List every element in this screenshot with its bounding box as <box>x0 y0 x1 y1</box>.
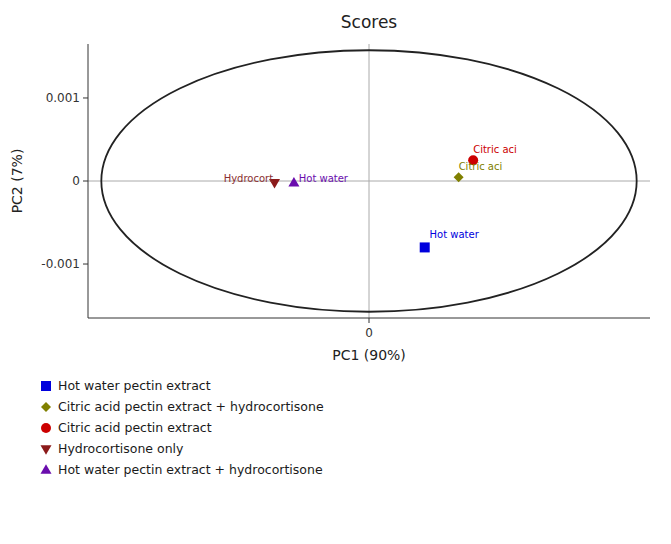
zero-line <box>369 44 370 318</box>
legend-label: Hydrocortisone only <box>58 441 184 456</box>
point <box>454 172 464 182</box>
chart: Scores 0 -0.001 0 0.001 PC1 (90%) PC2 (7%) Hot … <box>0 0 671 544</box>
legend-marker <box>41 402 51 412</box>
y-axis-label: PC2 (7%) <box>9 149 25 214</box>
point <box>420 242 430 252</box>
annotation: Citric aci <box>473 144 517 155</box>
y-tick-label: 0.001 <box>46 91 80 105</box>
legend-marker <box>41 423 51 433</box>
y-tick-label: 0 <box>72 174 80 188</box>
axes: 0 -0.001 0 0.001 <box>41 44 650 340</box>
legend-label: Citric acid pectin extract <box>58 420 212 435</box>
confidence-ellipse <box>101 50 636 312</box>
x-tick <box>369 318 370 323</box>
y-tick <box>83 97 88 98</box>
y-tick <box>83 264 88 265</box>
legend: Hot water pectin extract Citric acid pect… <box>41 378 324 477</box>
annotations: Hot water Citric aci Citric aci Hydrocort Ho… <box>224 144 517 241</box>
legend-label: Citric acid pectin extract + hydrocortis… <box>58 399 324 414</box>
legend-marker <box>41 445 52 455</box>
annotation: Hot water <box>299 173 349 184</box>
title: Scores <box>341 12 398 32</box>
annotation: Hydrocort <box>224 173 274 184</box>
point <box>288 177 299 187</box>
y-tick-label: -0.001 <box>41 257 80 271</box>
plot-area <box>88 44 650 318</box>
legend-label: Hot water pectin extract <box>58 378 211 393</box>
x-tick-label: 0 <box>365 326 373 340</box>
legend-marker <box>41 464 52 474</box>
legend-marker <box>41 381 51 391</box>
y-tick <box>83 181 88 182</box>
x-axis-label: PC1 (90%) <box>332 347 406 363</box>
annotation: Hot water <box>430 229 480 240</box>
annotation: Citric aci <box>459 161 503 172</box>
legend-label: Hot water pectin extract + hydrocortison… <box>58 462 323 477</box>
